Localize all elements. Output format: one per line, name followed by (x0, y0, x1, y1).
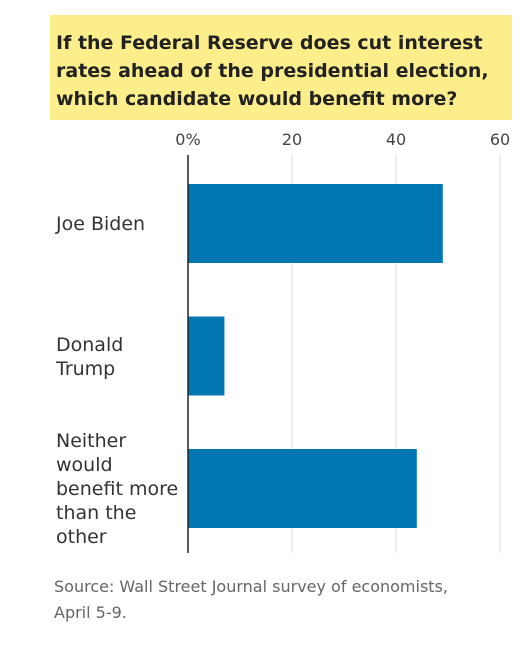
source-note: Source: Wall Street Journal survey of ec… (54, 577, 448, 622)
x-tick-label: 60 (489, 130, 511, 149)
y-tick-label: Joe Biden (56, 213, 146, 235)
bar (188, 316, 225, 396)
chart-title: If the Federal Reserve does cut interest… (50, 15, 512, 120)
y-tick-label: Donald Trump (56, 333, 124, 380)
x-tick-label: 20 (281, 130, 303, 149)
bar (188, 449, 417, 528)
y-tick-label: Neither would benefit more than the othe… (56, 430, 179, 548)
x-tick-label: 40 (385, 130, 407, 149)
x-tick-label: 0% (175, 130, 201, 149)
bar (188, 184, 443, 263)
